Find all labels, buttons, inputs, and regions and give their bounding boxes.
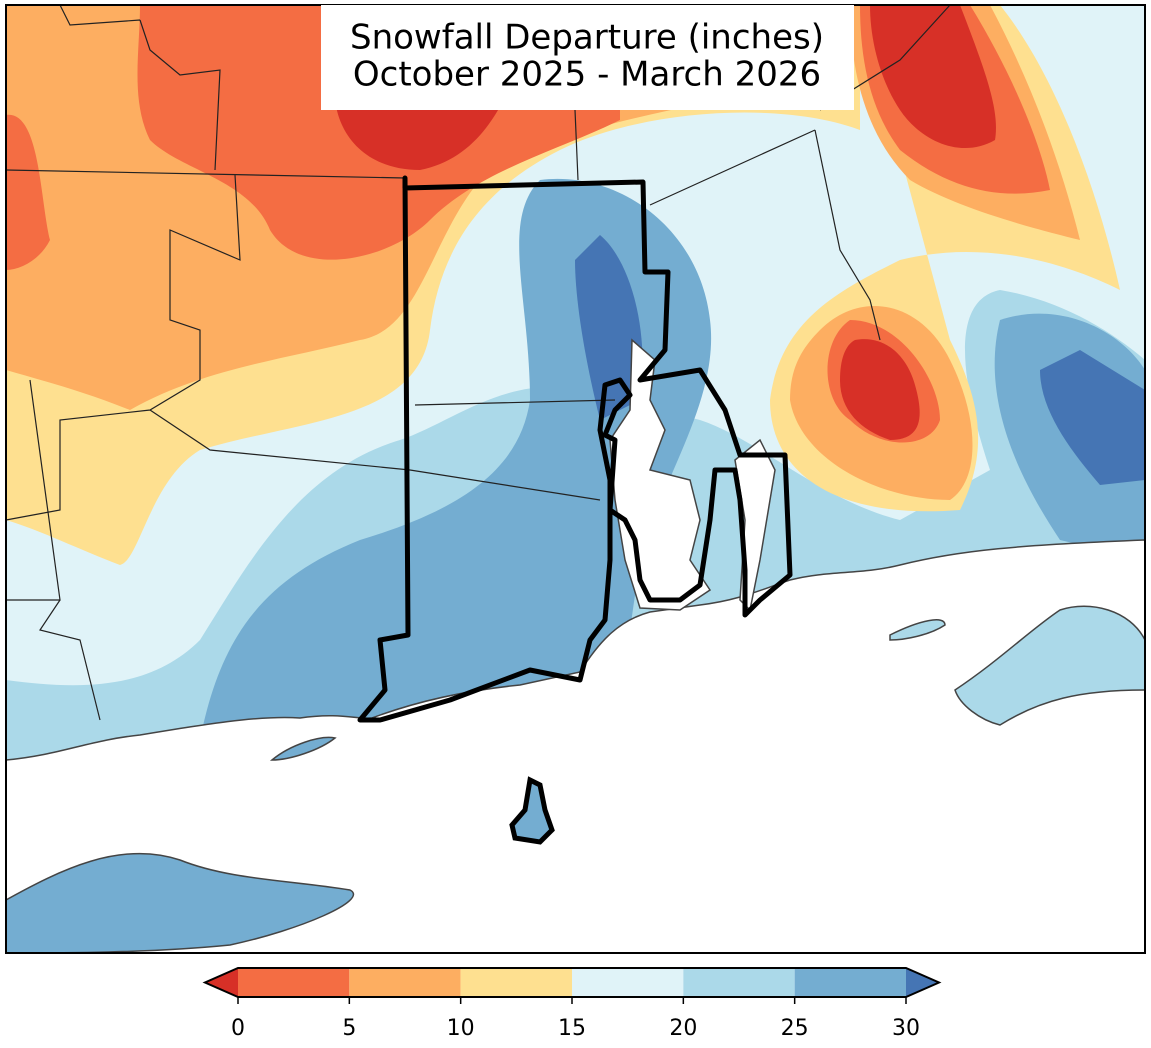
colorbar-under bbox=[205, 968, 238, 997]
colorbar-over bbox=[906, 968, 939, 997]
island bbox=[889, 619, 946, 641]
block-island bbox=[509, 776, 555, 845]
contour-band bbox=[6, 114, 50, 271]
title-line: Snowfall Departure (inches) bbox=[350, 18, 824, 58]
colorbar-tick-label: 15 bbox=[558, 1016, 586, 1041]
colorbar-tick-label: 10 bbox=[447, 1016, 475, 1041]
colorbar-segment bbox=[572, 968, 684, 997]
colorbar-tick-label: 0 bbox=[231, 1016, 245, 1041]
title-box bbox=[321, 5, 854, 110]
contour-band bbox=[575, 235, 643, 420]
colorbar-tick-label: 25 bbox=[781, 1016, 809, 1041]
contour-band bbox=[1040, 350, 1145, 485]
island bbox=[269, 736, 337, 761]
island bbox=[6, 852, 355, 953]
colorbar-tick-label: 5 bbox=[342, 1016, 356, 1041]
contour-band bbox=[870, 5, 996, 149]
colorbar: 0 5 10 15 20 25 30 bbox=[202, 967, 942, 1041]
county-line bbox=[5, 4, 951, 721]
colorbar-segment bbox=[460, 968, 572, 997]
title-line: October 2025 - March 2026 bbox=[353, 55, 821, 95]
county-lines bbox=[5, 4, 951, 721]
colorbar-segment bbox=[349, 968, 461, 997]
contour-band bbox=[840, 339, 920, 440]
colorbar-segment bbox=[794, 968, 906, 997]
colorbar-segment bbox=[683, 968, 795, 997]
colorbar-segment bbox=[238, 968, 350, 997]
rhode-island-border bbox=[357, 175, 793, 723]
colorbar-tick-label: 30 bbox=[892, 1016, 920, 1041]
contour-field bbox=[6, 5, 1145, 953]
colorbar-tick-label: 20 bbox=[669, 1016, 697, 1041]
